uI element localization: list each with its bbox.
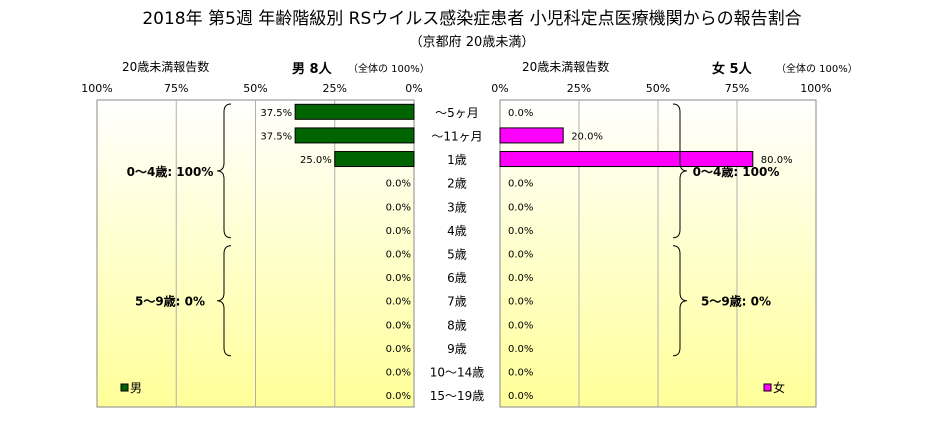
female-data-label: 0.0% [508, 226, 533, 237]
male-data-label: 25.0% [300, 155, 332, 166]
category-label: 15～19歳 [430, 389, 485, 403]
female-data-label: 0.0% [508, 179, 533, 190]
category-label: 8歳 [447, 318, 467, 332]
female-data-label: 20.0% [571, 131, 603, 142]
chart-subtitle: （京都府 20歳未満） [409, 35, 535, 50]
left-bracket-0-4 [216, 103, 232, 239]
male-data-label: 0.0% [386, 320, 411, 331]
left-tick-label: 50% [243, 82, 267, 95]
right-sex-count: 女 5人 [712, 62, 752, 77]
male-data-label: 0.0% [386, 344, 411, 355]
left-tick-label: 25% [323, 82, 347, 95]
male-data-label: 0.0% [386, 297, 411, 308]
category-label: ～5ヶ月 [435, 106, 479, 120]
male-bar [334, 151, 415, 168]
male-data-label: 0.0% [386, 391, 411, 402]
female-data-label: 80.0% [761, 155, 793, 166]
male-data-label: 0.0% [386, 226, 411, 237]
female-data-label: 0.0% [508, 273, 533, 284]
female-data-label: 0.0% [508, 202, 533, 213]
right-tick-label: 75% [725, 82, 749, 95]
male-data-label: 0.0% [386, 179, 411, 190]
category-label: 3歳 [447, 200, 467, 214]
left-total-note: （全体の 100%） [348, 64, 430, 75]
left-bracket-label-5-9: 5～9歳: 0% [135, 294, 205, 309]
female-data-label: 0.0% [508, 391, 533, 402]
female-data-label: 0.0% [508, 108, 533, 119]
male-data-label: 0.0% [386, 250, 411, 261]
right-bracket-0-4 [672, 103, 688, 239]
right-tick-label: 100% [800, 82, 831, 95]
category-label: 4歳 [447, 224, 467, 238]
left-tick-label: 75% [164, 82, 188, 95]
right-tick-label: 0% [491, 82, 508, 95]
left-bracket-label-0-4: 0～4歳: 100% [127, 164, 214, 179]
category-label: 2歳 [447, 177, 467, 191]
right-total-note: （全体の 100%） [776, 64, 858, 75]
right-bracket-label-0-4: 0～4歳: 100% [693, 164, 780, 179]
male-data-label: 0.0% [386, 202, 411, 213]
male-data-label: 37.5% [260, 108, 292, 119]
category-label: ～11ヶ月 [431, 129, 482, 143]
left-header-label: 20歳未満報告数 [122, 60, 210, 74]
category-label: 9歳 [447, 342, 467, 356]
right-bracket-5-9 [672, 245, 688, 357]
female-data-label: 0.0% [508, 250, 533, 261]
category-label: 7歳 [447, 295, 467, 309]
left-bracket-5-9 [216, 245, 232, 357]
female-bar [499, 151, 754, 168]
male-legend-label: 男 [130, 381, 142, 395]
left-sex-count: 男 8人 [292, 62, 332, 77]
female-data-label: 0.0% [508, 297, 533, 308]
right-header-label: 20歳未満報告数 [522, 60, 610, 74]
female-data-label: 0.0% [508, 344, 533, 355]
category-label: 10～14歳 [430, 366, 485, 380]
female-legend-swatch [763, 383, 772, 392]
right-bracket-label-5-9: 5～9歳: 0% [701, 294, 771, 309]
female-data-label: 0.0% [508, 320, 533, 331]
category-label: 5歳 [447, 248, 467, 262]
left-tick-label: 100% [81, 82, 112, 95]
female-data-label: 0.0% [508, 368, 533, 379]
category-label: 1歳 [447, 153, 467, 167]
right-tick-label: 25% [567, 82, 591, 95]
male-data-label: 0.0% [386, 368, 411, 379]
left-tick-label: 0% [405, 82, 422, 95]
right-tick-label: 50% [646, 82, 670, 95]
male-bar [294, 103, 415, 120]
category-label: 6歳 [447, 271, 467, 285]
male-legend-swatch [120, 383, 129, 392]
chart-title: 2018年 第5週 年齢階級別 RSウイルス感染症患者 小児科定点医療機関からの… [142, 9, 802, 29]
left-sex-label: 男 8人 [292, 58, 332, 77]
male-data-label: 0.0% [386, 273, 411, 284]
male-bar [294, 127, 415, 144]
right-sex-label: 女 5人 [712, 58, 752, 77]
female-legend-label: 女 [773, 380, 785, 395]
female-bar [499, 127, 564, 144]
male-data-label: 37.5% [260, 131, 292, 142]
